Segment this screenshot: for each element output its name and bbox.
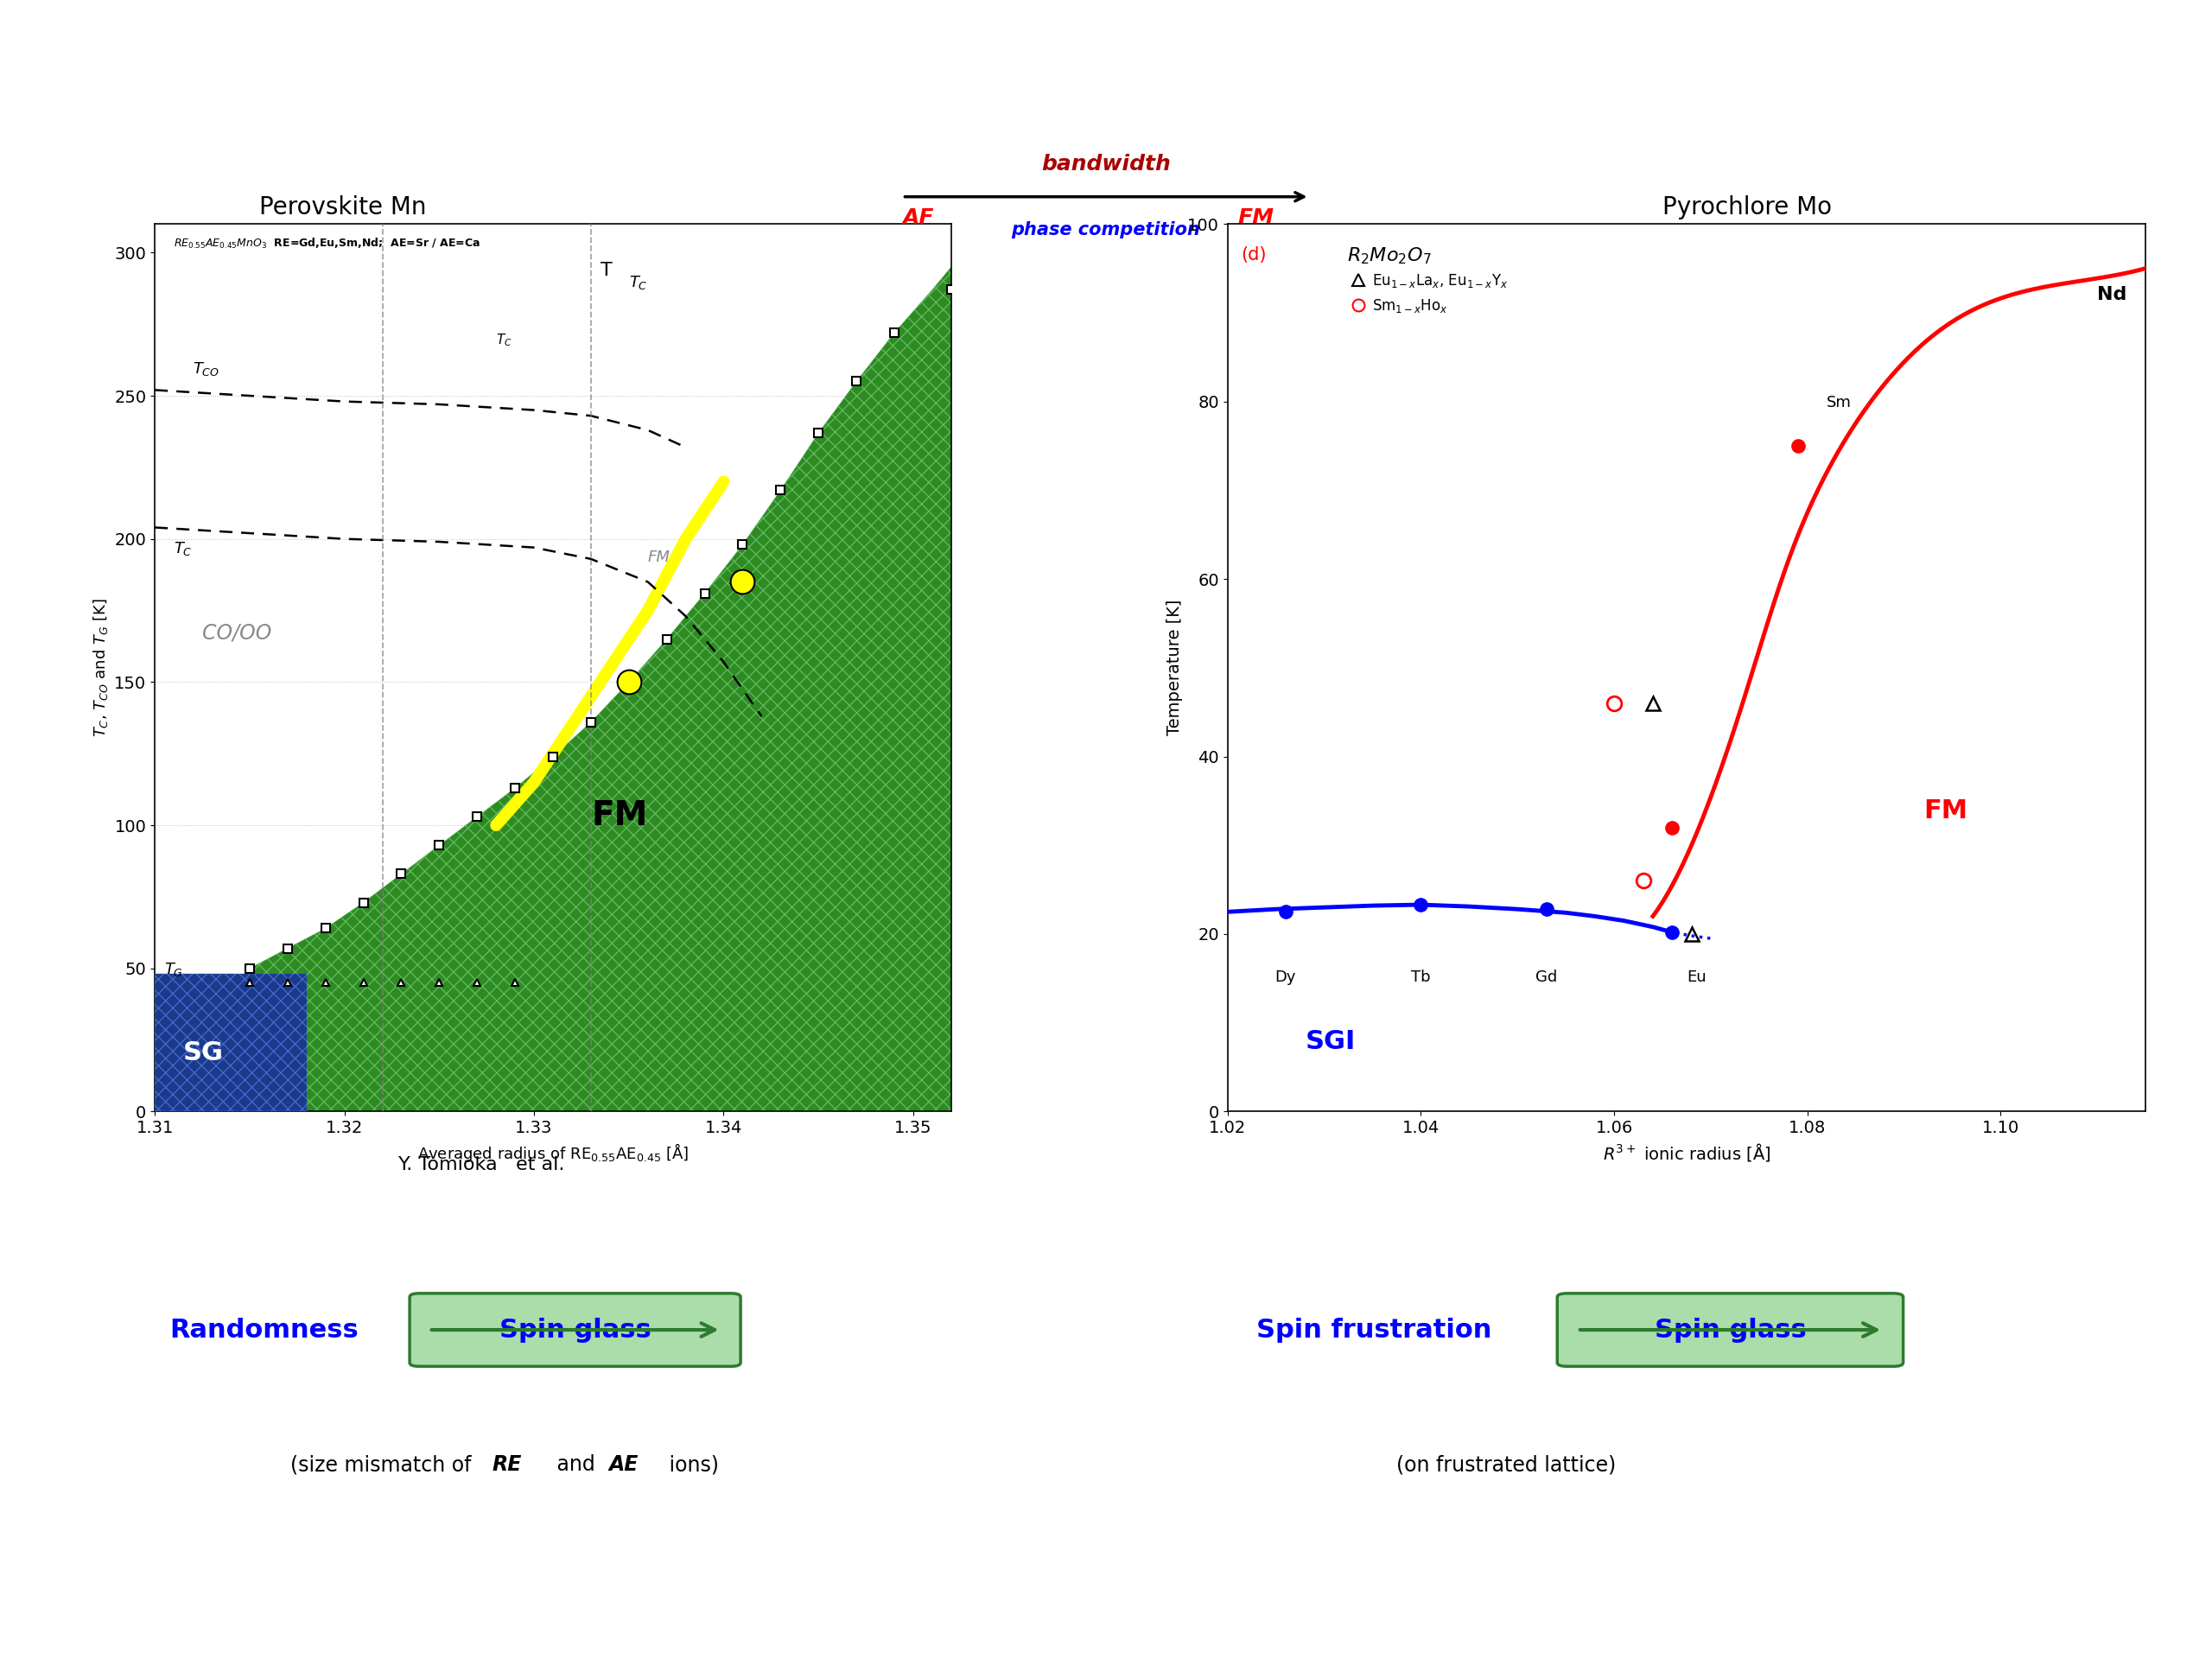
Text: SG: SG (184, 1040, 223, 1065)
FancyBboxPatch shape (409, 1294, 741, 1367)
Text: Randomness: Randomness (168, 1317, 358, 1342)
Text: (on frustrated lattice): (on frustrated lattice) (1396, 1455, 1617, 1475)
Text: Perovskite Mn: Perovskite Mn (259, 196, 427, 219)
Text: Tb: Tb (1411, 969, 1431, 985)
Text: Gd: Gd (1535, 969, 1557, 985)
Text: Dy: Dy (1274, 969, 1296, 985)
Text: Pyrochlore Mo: Pyrochlore Mo (1663, 196, 1832, 219)
Text: randomness  vs. frustration in double-exchange systems: randomness vs. frustration in double-exc… (387, 58, 1825, 106)
Text: FM: FM (591, 800, 648, 833)
Text: AF: AF (902, 207, 933, 229)
Text: $T_C$: $T_C$ (628, 274, 648, 292)
Text: FM: FM (1924, 798, 1966, 825)
Text: Sm: Sm (1827, 395, 1851, 410)
Legend: Eu$_{1-x}$La$_x$, Eu$_{1-x}$Y$_x$, Sm$_{1-x}$Ho$_x$: Eu$_{1-x}$La$_x$, Eu$_{1-x}$Y$_x$, Sm$_{… (1345, 267, 1515, 320)
Text: $R_2$Mo$_2$O$_7$: $R_2$Mo$_2$O$_7$ (1347, 246, 1431, 267)
Text: T: T (599, 262, 613, 279)
Text: Spin glass: Spin glass (1655, 1317, 1807, 1342)
Text: FM: FM (648, 549, 670, 566)
Text: FM: FM (1239, 207, 1274, 229)
Text: CO/OO: CO/OO (201, 622, 272, 644)
Text: SGI: SGI (1305, 1030, 1356, 1055)
Text: (size mismatch of: (size mismatch of (290, 1455, 478, 1475)
Text: Spin glass: Spin glass (500, 1317, 650, 1342)
Text: bandwidth: bandwidth (1042, 154, 1170, 174)
FancyBboxPatch shape (1557, 1294, 1902, 1367)
Text: Y. Tomioka   et al.: Y. Tomioka et al. (398, 1156, 564, 1173)
X-axis label: Averaged radius of RE$_{0.55}$AE$_{0.45}$ [Å]: Averaged radius of RE$_{0.55}$AE$_{0.45}… (418, 1141, 688, 1163)
Polygon shape (155, 267, 951, 1112)
Text: $T_G$: $T_G$ (164, 961, 184, 979)
Y-axis label: Temperature [K]: Temperature [K] (1166, 601, 1183, 735)
Text: ions): ions) (664, 1455, 719, 1475)
Text: AE: AE (608, 1455, 639, 1475)
Text: (d): (d) (1241, 246, 1267, 264)
Text: $T_C$: $T_C$ (495, 332, 513, 348)
Text: Spin frustration: Spin frustration (1256, 1317, 1491, 1342)
Text: RE: RE (493, 1455, 522, 1475)
Text: Nd: Nd (2097, 287, 2128, 304)
Text: and: and (551, 1455, 602, 1475)
Y-axis label: $T_C$, $T_{CO}$ and $T_G$ [K]: $T_C$, $T_{CO}$ and $T_G$ [K] (91, 599, 111, 737)
Polygon shape (155, 974, 307, 1112)
Text: $T_{CO}$: $T_{CO}$ (192, 360, 219, 377)
Text: Eu: Eu (1686, 969, 1705, 985)
Text: $RE_{0.55}AE_{0.45}MnO_3$  RE=Gd,Eu,Sm,Nd;  AE=Sr / AE=Ca: $RE_{0.55}AE_{0.45}MnO_3$ RE=Gd,Eu,Sm,Nd… (175, 237, 480, 251)
Text: phase competition: phase competition (1011, 221, 1201, 239)
X-axis label: $R^{3+}$ ionic radius [Å]: $R^{3+}$ ionic radius [Å] (1604, 1141, 1770, 1163)
Text: $T_C$: $T_C$ (175, 541, 192, 557)
